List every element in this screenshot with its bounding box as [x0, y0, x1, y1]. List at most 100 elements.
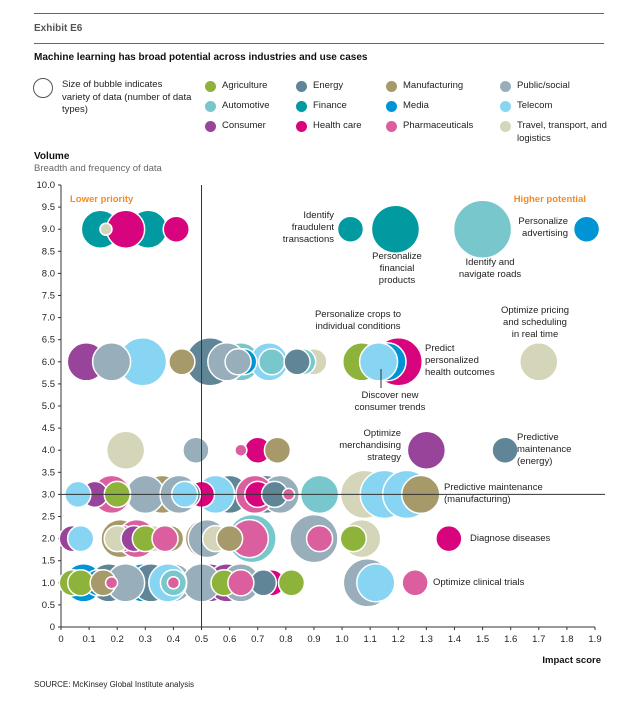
annotation-line: products: [379, 275, 416, 286]
quadrant-label-lower: Lower priority: [70, 194, 134, 205]
annotation-line: advertising: [522, 228, 568, 239]
legend-dot: [500, 101, 511, 112]
y-tick-label: 8.5: [42, 246, 55, 257]
y-tick-label: 2.5: [42, 512, 55, 523]
y-tick-label: 9.0: [42, 224, 55, 235]
legend-dot: [205, 81, 216, 92]
legend-dot: [500, 81, 511, 92]
x-tick-label: 0: [58, 634, 63, 645]
x-tick-label: 0.5: [195, 634, 208, 645]
legend-label: Telecom: [517, 100, 553, 111]
legend-label: Travel, transport, and logistics: [517, 120, 607, 144]
bubble-point: [162, 215, 190, 243]
bubble-point: [91, 342, 132, 382]
annotation-label: Identify and navigate roads: [459, 257, 522, 280]
bubble-point: [66, 524, 95, 553]
y-tick-label: 5.5: [42, 379, 55, 390]
y-tick-label: 2.0: [42, 534, 55, 545]
annotation-line: Optimize: [364, 428, 401, 439]
y-tick-label: 1.5: [42, 556, 55, 567]
y-tick-label: 3.0: [42, 489, 55, 500]
x-tick-label: 1.6: [504, 634, 517, 645]
annotation-line: personalized: [425, 355, 479, 366]
legend-dot: [296, 81, 307, 92]
exhibit-label: Exhibit E6: [34, 23, 83, 34]
legend-label: Agriculture: [222, 80, 268, 91]
top-rule: [34, 13, 604, 14]
annotation-line: Personalize: [372, 251, 422, 262]
y-tick-label: 8.0: [42, 268, 55, 279]
legend-dot: [386, 121, 397, 132]
legend-dot: [205, 121, 216, 132]
annotation-label: Diagnose diseases: [470, 533, 551, 544]
x-tick-label: 1.2: [392, 634, 405, 645]
x-tick-label: 0.6: [223, 634, 236, 645]
bubble-chart: 0 0.5 1.0 1.5 2.0 2.5 3.0 3.5 4.0 4.5 5.0 5.5 6.0 6.5…: [37, 180, 605, 645]
bubble-point: [356, 563, 396, 603]
bubble-point: [491, 436, 519, 464]
annotation-line: Personalize crops to: [315, 309, 401, 320]
bubble-point: [151, 524, 179, 553]
bubble-point: [234, 443, 248, 457]
bubble-point: [105, 430, 146, 470]
x-tick-label: 0.9: [307, 634, 320, 645]
bubble-point: [227, 569, 255, 597]
legend-label: Automotive: [222, 100, 270, 111]
y-tick-label: 1.0: [42, 578, 55, 589]
x-tick-label: 1.4: [448, 634, 461, 645]
annotation-label: Personalize financial products: [372, 251, 422, 286]
legend-label: Health care: [313, 120, 362, 131]
y-tick-label: 4.5: [42, 423, 55, 434]
bubble-size-note: Size of bubble indicates variety of data…: [62, 79, 192, 115]
annotation-line: Personalize: [518, 216, 568, 227]
annotation-line: Predict: [425, 343, 455, 354]
legend-dot: [296, 121, 307, 132]
x-tick-label: 1.7: [532, 634, 545, 645]
annotation-label: Predictive maintenance (energy): [517, 432, 571, 467]
y-tick-label: 9.5: [42, 202, 55, 213]
legend-dot: [386, 101, 397, 112]
annotation-line: (manufacturing): [444, 494, 511, 505]
x-axis-title: Impact score: [542, 655, 601, 666]
bubble-point: [401, 569, 429, 597]
annotation-line: consumer trends: [355, 402, 426, 413]
annotation-label: Predictive maintenance (manufacturing): [444, 482, 543, 505]
bubble-point: [166, 576, 181, 590]
x-tick-label: 0.4: [167, 634, 180, 645]
legend-dot: [296, 101, 307, 112]
legend-label: Media: [403, 100, 429, 111]
bubble-point: [435, 524, 463, 553]
x-tick-label: 1.9: [588, 634, 601, 645]
header-rule: [34, 43, 604, 44]
x-tick-label: 1.5: [476, 634, 489, 645]
y-tick-label: 6.0: [42, 357, 55, 368]
annotation-line: health outcomes: [425, 367, 495, 378]
x-tick-label: 1.8: [560, 634, 573, 645]
annotation-line: Optimize pricing: [501, 305, 569, 316]
annotation-line: (energy): [517, 456, 552, 467]
annotation-label: Personalize advertising: [518, 216, 568, 239]
annotation-line: in real time: [512, 329, 558, 340]
x-tick-label: 0.2: [111, 634, 124, 645]
quadrant-label-higher: Higher potential: [514, 194, 586, 205]
y-axis-subtitle: Breadth and frequency of data: [34, 163, 162, 174]
y-tick-label: 3.5: [42, 467, 55, 478]
bubble-point: [305, 524, 334, 553]
legend-label: Public/social: [517, 80, 570, 91]
annotation-label: Discover new consumer trends: [355, 390, 426, 413]
bubble-point: [263, 436, 292, 464]
legend-label: Finance: [313, 100, 347, 111]
annotation-label: Optimize merchandising strategy: [339, 428, 401, 463]
x-tick-label: 0.1: [82, 634, 95, 645]
x-tick-label: 0.3: [139, 634, 152, 645]
annotation-line: Discover new: [361, 390, 418, 401]
bubble-point: [358, 342, 399, 382]
annotation-label: Predict personalized health outcomes: [425, 343, 495, 378]
annotation-line: fraudulent: [292, 222, 335, 233]
legend-label: Pharmaceuticals: [403, 120, 474, 131]
y-axis-title: Volume: [34, 151, 70, 162]
bubble-point: [258, 348, 286, 376]
annotation-label: Identify fraudulent transactions: [283, 210, 335, 245]
bubble-point: [572, 215, 601, 243]
annotation-line: Diagnose diseases: [470, 533, 551, 544]
